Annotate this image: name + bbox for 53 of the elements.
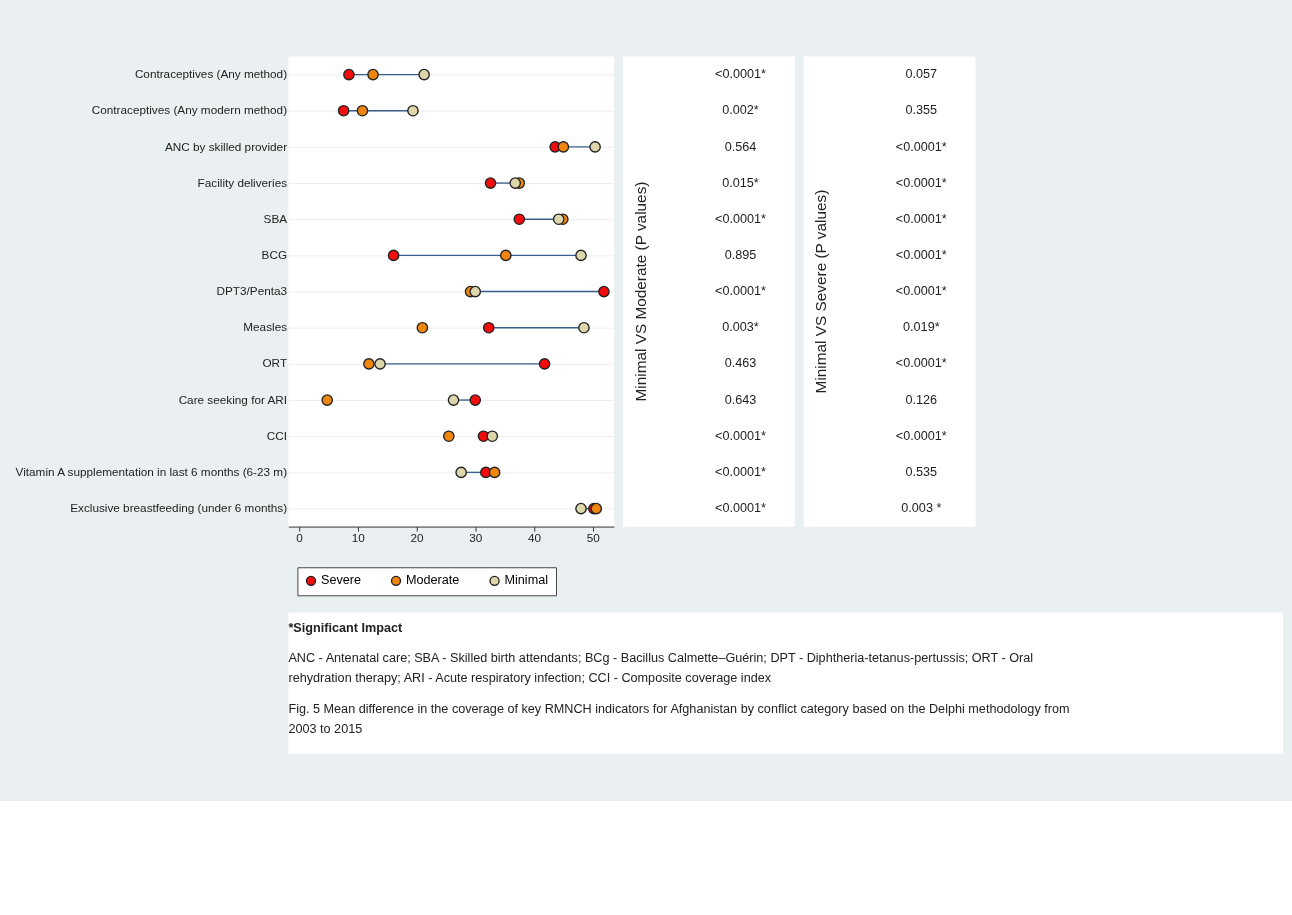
y-tick-label: Contraceptives (Any method) <box>134 67 288 81</box>
text: <0.0001* <box>715 501 767 516</box>
text: <0.0001* <box>715 428 767 443</box>
x-tick-label: 0 <box>296 531 304 545</box>
text: Minimal VS Moderate (P values) <box>631 181 649 402</box>
text: 0.564 <box>724 139 757 154</box>
x-tick-label: 10 <box>351 531 366 545</box>
text: 0.015* <box>722 175 759 190</box>
legend-label: Severe <box>320 573 362 588</box>
text: <0.0001* <box>715 284 767 299</box>
x-tick-label: 20 <box>410 531 424 545</box>
y-tick-label: Vitamin A supplementation in last 6 months (6-23 m) <box>15 464 288 478</box>
text: Minimal VS Severe (P values) <box>812 189 830 394</box>
text: 0.355 <box>905 103 938 118</box>
text: 0.003* <box>722 320 759 335</box>
text: <0.0001* <box>715 464 767 479</box>
text: <0.0001* <box>895 175 947 190</box>
text: 0.535 <box>905 464 938 479</box>
y-tick-label: BCG <box>261 248 288 261</box>
text: <0.0001* <box>895 211 947 226</box>
text: 0.003 * <box>901 501 942 516</box>
legend-label: Moderate <box>405 573 460 588</box>
y-tick-label: Contraceptives (Any modern method) <box>91 103 288 117</box>
caption: Fig. 5 Mean difference in the coverage of key RMNCH indicators for Afghanistan by conflict category based on the Delphi methodology from 2003 to 2015 <box>288 701 1070 736</box>
text: <0.0001* <box>895 428 947 443</box>
text: <0.0001* <box>895 139 947 154</box>
text: <0.0001* <box>895 356 947 371</box>
text: <0.0001* <box>715 67 767 82</box>
text: 0.019* <box>903 320 940 335</box>
y-tick-label: Exclusive breastfeeding (under 6 months) <box>70 501 288 515</box>
text: 0.126 <box>905 392 938 407</box>
legend-label: Minimal <box>504 573 549 588</box>
x-tick-label: 50 <box>586 531 601 545</box>
y-tick-label: Facility deliveries <box>197 175 288 189</box>
text: <0.0001* <box>715 211 767 226</box>
y-tick-label: CCI <box>266 428 288 442</box>
y-tick-label: Care seeking for ARI <box>178 392 288 406</box>
text: 0.463 <box>724 356 757 371</box>
text: *Significant Impact <box>288 620 403 635</box>
text: 0.895 <box>724 248 757 262</box>
x-tick-label: 30 <box>469 531 483 545</box>
text: 0.643 <box>724 392 757 407</box>
y-tick-label: Measles <box>243 320 288 334</box>
y-tick-label: ORT <box>262 356 288 370</box>
text: ANC - Antenatal care; SBA - Skilled birth attendants; BCg - Bacillus Calmette–Guérin; DPT - Diphtheria-tetanus-pertussis; ORT - Oral rehydration therapy; ARI - Acute respiratory infection; CCI - Composite coverage index <box>288 651 1034 686</box>
text: 0.057 <box>905 67 938 82</box>
y-tick-label: DPT3/Penta3 <box>216 284 288 298</box>
x-tick-label: 40 <box>527 531 542 545</box>
text: <0.0001* <box>895 284 947 299</box>
y-tick-label: SBA <box>263 211 288 225</box>
y-tick-label: ANC by skilled provider <box>164 139 288 153</box>
text: 0.002* <box>722 103 759 118</box>
text: <0.0001* <box>895 248 947 262</box>
